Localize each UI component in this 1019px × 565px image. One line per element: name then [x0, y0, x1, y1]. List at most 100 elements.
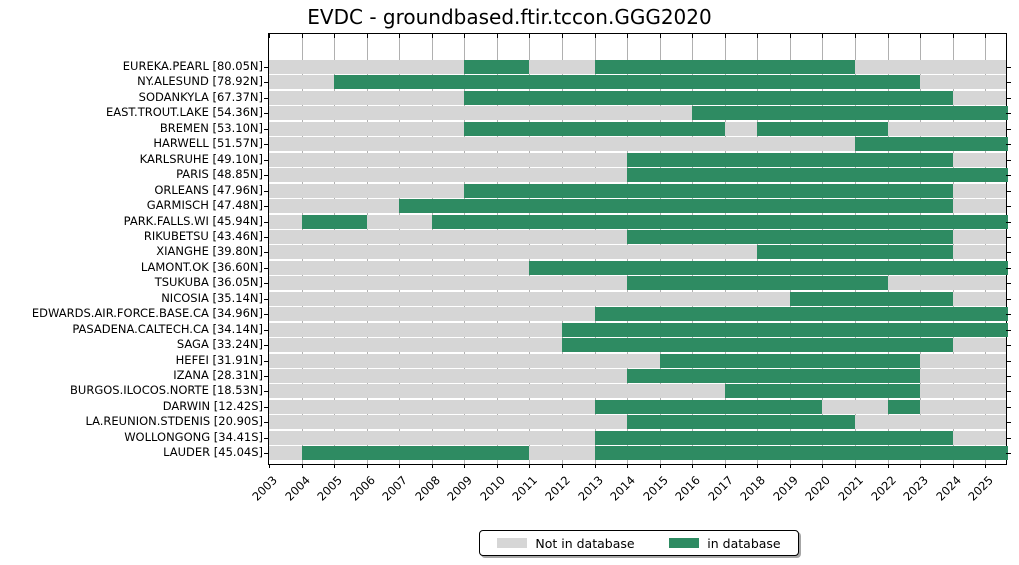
y-axis-tick — [264, 298, 269, 300]
y-axis-tick — [264, 422, 269, 424]
y-axis-tick — [264, 128, 269, 130]
y-axis-label: LA.REUNION.STDENIS [20.90S] — [85, 414, 263, 429]
timeline-segment — [594, 399, 823, 414]
x-axis-tick-top — [757, 34, 759, 38]
x-axis-tick — [724, 464, 726, 468]
x-axis-tick — [464, 464, 466, 468]
x-axis-tick — [757, 464, 759, 468]
y-axis-tick — [264, 267, 269, 269]
x-axis-tick — [952, 464, 954, 468]
timeline-segment — [659, 353, 921, 368]
y-axis-tick-right — [1006, 453, 1011, 455]
timeline-row — [269, 353, 1006, 368]
timeline-segment — [301, 446, 530, 461]
legend-swatch-in-database — [669, 538, 700, 548]
y-axis-tick-right — [1006, 236, 1011, 238]
timeline-row — [269, 152, 1006, 167]
x-axis-tick-top — [334, 34, 336, 38]
y-axis-tick — [264, 453, 269, 455]
timeline-row — [269, 60, 1006, 74]
x-axis-tick — [366, 464, 368, 468]
timeline-segment — [627, 415, 855, 430]
x-axis-tick — [985, 464, 987, 468]
timeline-segment — [627, 152, 953, 167]
y-axis-tick — [264, 236, 269, 238]
legend-entry-in-database[interactable]: in database — [669, 536, 781, 551]
x-axis-tick-top — [301, 34, 303, 38]
y-axis-label: EDWARDS.AIR.FORCE.BASE.CA [34.96N] — [31, 306, 263, 321]
y-axis-label: SAGA [33.24N] — [176, 337, 263, 352]
legend-label-not-in-database: Not in database — [535, 535, 635, 551]
y-axis-tick-right — [1006, 252, 1011, 254]
timeline-segment — [334, 75, 921, 90]
y-axis-tick-right — [1006, 329, 1011, 331]
timeline-row — [269, 245, 1006, 260]
x-axis-tick — [627, 464, 629, 468]
y-axis-tick — [264, 175, 269, 177]
y-axis-tick-right — [1006, 159, 1011, 161]
y-axis-label: PARK.FALLS.WI [45.94N] — [123, 213, 263, 228]
y-axis-tick — [264, 190, 269, 192]
x-axis-tick — [431, 464, 433, 468]
timeline-segment — [464, 60, 530, 74]
timeline-segment — [724, 384, 921, 399]
y-axis-label: HARWELL [51.57N] — [153, 136, 263, 151]
timeline-segment — [594, 446, 1008, 461]
x-axis-tick-top — [952, 34, 954, 38]
timeline-segment — [854, 137, 1008, 152]
x-axis-tick-top — [692, 34, 694, 38]
timeline-segment — [594, 60, 855, 74]
y-axis-tick-right — [1006, 206, 1011, 208]
timeline-row — [269, 90, 1006, 105]
y-axis-label: TSUKUBA [36.05N] — [154, 275, 263, 290]
y-axis-tick-right — [1006, 97, 1011, 99]
y-axis-tick — [264, 252, 269, 254]
x-axis-tick-top — [920, 34, 922, 38]
timeline-segment — [627, 168, 1008, 183]
y-axis-tick — [264, 206, 269, 208]
x-axis-tick-top — [594, 34, 596, 38]
x-axis-tick — [659, 464, 661, 468]
timeline-rows — [264, 34, 1011, 464]
y-axis-tick-right — [1006, 406, 1011, 408]
y-axis-label: SODANKYLA [67.37N] — [138, 89, 263, 104]
y-axis-tick-right — [1006, 67, 1011, 68]
timeline-row — [269, 276, 1006, 291]
plot-area — [264, 33, 1011, 468]
timeline-segment — [561, 338, 953, 353]
x-axis-tick — [920, 464, 922, 468]
y-axis-label: NY.ALESUND [78.92N] — [137, 74, 263, 89]
timeline-row — [269, 137, 1008, 152]
y-axis-tick — [264, 159, 269, 161]
timeline-row — [269, 430, 1006, 445]
y-axis-label: EUREKA.PEARL [80.05N] — [122, 59, 263, 73]
timeline-segment — [757, 245, 953, 260]
x-axis-tick — [399, 464, 401, 468]
x-axis-tick-top — [431, 34, 433, 38]
y-axis-tick-right — [1006, 82, 1011, 84]
x-axis-tick-top — [822, 34, 824, 38]
timeline-segment — [399, 199, 953, 214]
y-axis-label: PARIS [48.85N] — [176, 167, 263, 182]
x-axis-tick-top — [269, 34, 270, 38]
timeline-row — [269, 260, 1008, 275]
timeline-row — [269, 322, 1008, 337]
timeline-segment — [627, 276, 888, 291]
timeline-row — [269, 75, 1006, 90]
timeline-segment — [431, 214, 1008, 229]
x-axis-tick — [789, 464, 791, 468]
timeline-segment — [627, 229, 953, 244]
legend-entry-not-in-database[interactable]: Not in database — [497, 535, 635, 551]
timeline-segment — [301, 214, 367, 229]
timeline-segment — [529, 260, 1008, 275]
x-axis-tick — [822, 464, 824, 468]
timeline-segment — [464, 183, 953, 198]
y-axis-label: ORLEANS [47.96N] — [154, 182, 263, 197]
y-axis-tick — [264, 406, 269, 408]
x-axis-tick-top — [887, 34, 889, 38]
x-axis-tick — [269, 464, 270, 468]
y-axis-tick-right — [1006, 267, 1011, 269]
y-axis-tick — [264, 391, 269, 393]
